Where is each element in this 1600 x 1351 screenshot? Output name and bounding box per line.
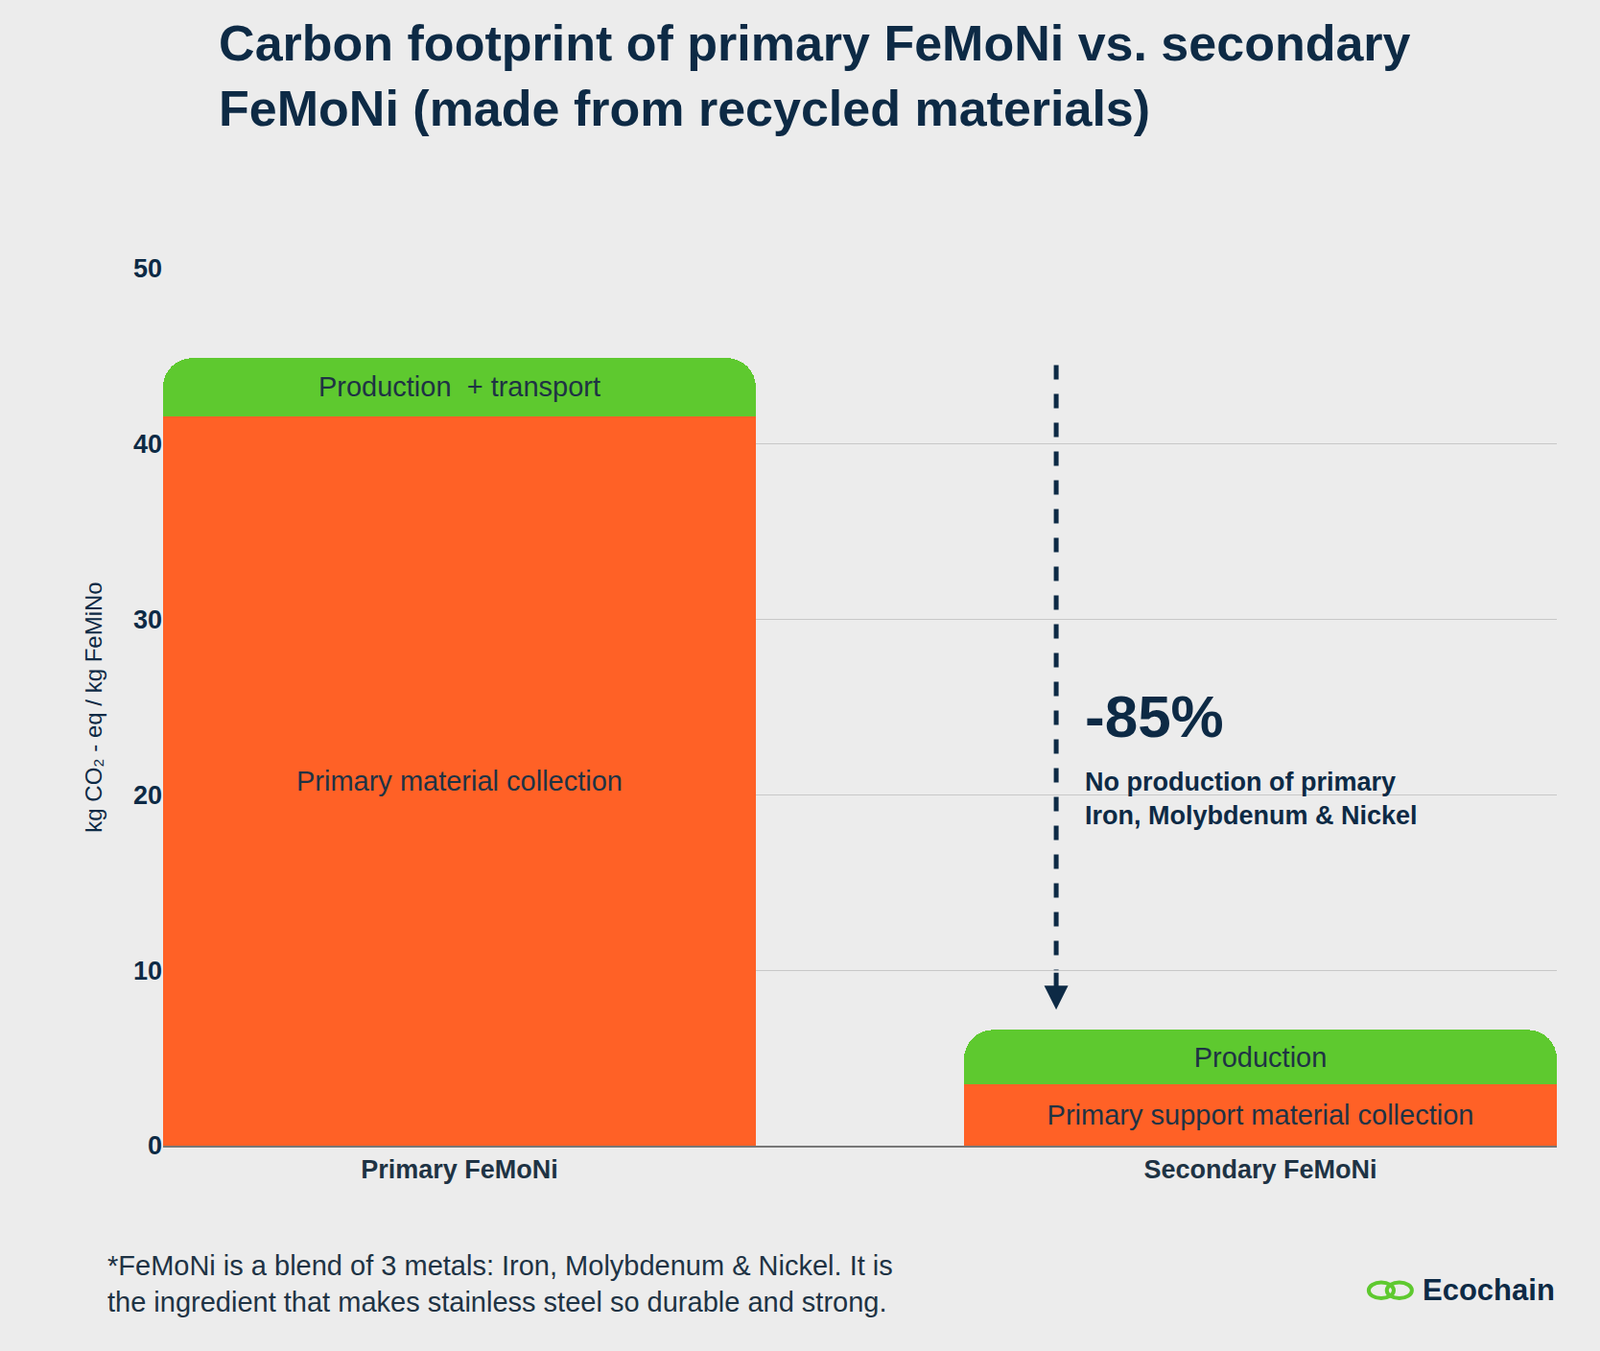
svg-text:50: 50 <box>133 254 163 283</box>
svg-text:Primary material collection: Primary material collection <box>296 765 623 797</box>
svg-text:10: 10 <box>133 956 163 986</box>
svg-text:-85%: -85% <box>1084 682 1224 750</box>
svg-text:Production: Production <box>1194 1041 1328 1073</box>
svg-text:No production of primaryIron,: No production of primaryIron, Molybdenum… <box>1084 767 1418 830</box>
svg-text:Production + transport: Production + transport <box>318 371 601 402</box>
svg-text:*FeMoNi is a blend of 3 metals: *FeMoNi is a blend of 3 metals: Iron, Mo… <box>107 1249 894 1318</box>
svg-text:Carbon footprint of primary Fe: Carbon footprint of primary FeMoNi vs. s… <box>218 15 1411 137</box>
svg-text:0: 0 <box>147 1130 163 1160</box>
svg-text:40: 40 <box>133 429 163 459</box>
svg-text:Secondary FeMoNi: Secondary FeMoNi <box>1143 1154 1377 1184</box>
svg-text:30: 30 <box>133 605 163 635</box>
svg-text:Primary support material colle: Primary support material collection <box>1047 1099 1475 1130</box>
svg-text:Primary FeMoNi: Primary FeMoNi <box>360 1154 559 1184</box>
svg-text:20: 20 <box>133 780 163 810</box>
svg-text:Ecochain: Ecochain <box>1422 1272 1555 1307</box>
svg-text:kg CO₂ - eq / kg FeMiNo: kg CO₂ - eq / kg FeMiNo <box>80 581 107 832</box>
